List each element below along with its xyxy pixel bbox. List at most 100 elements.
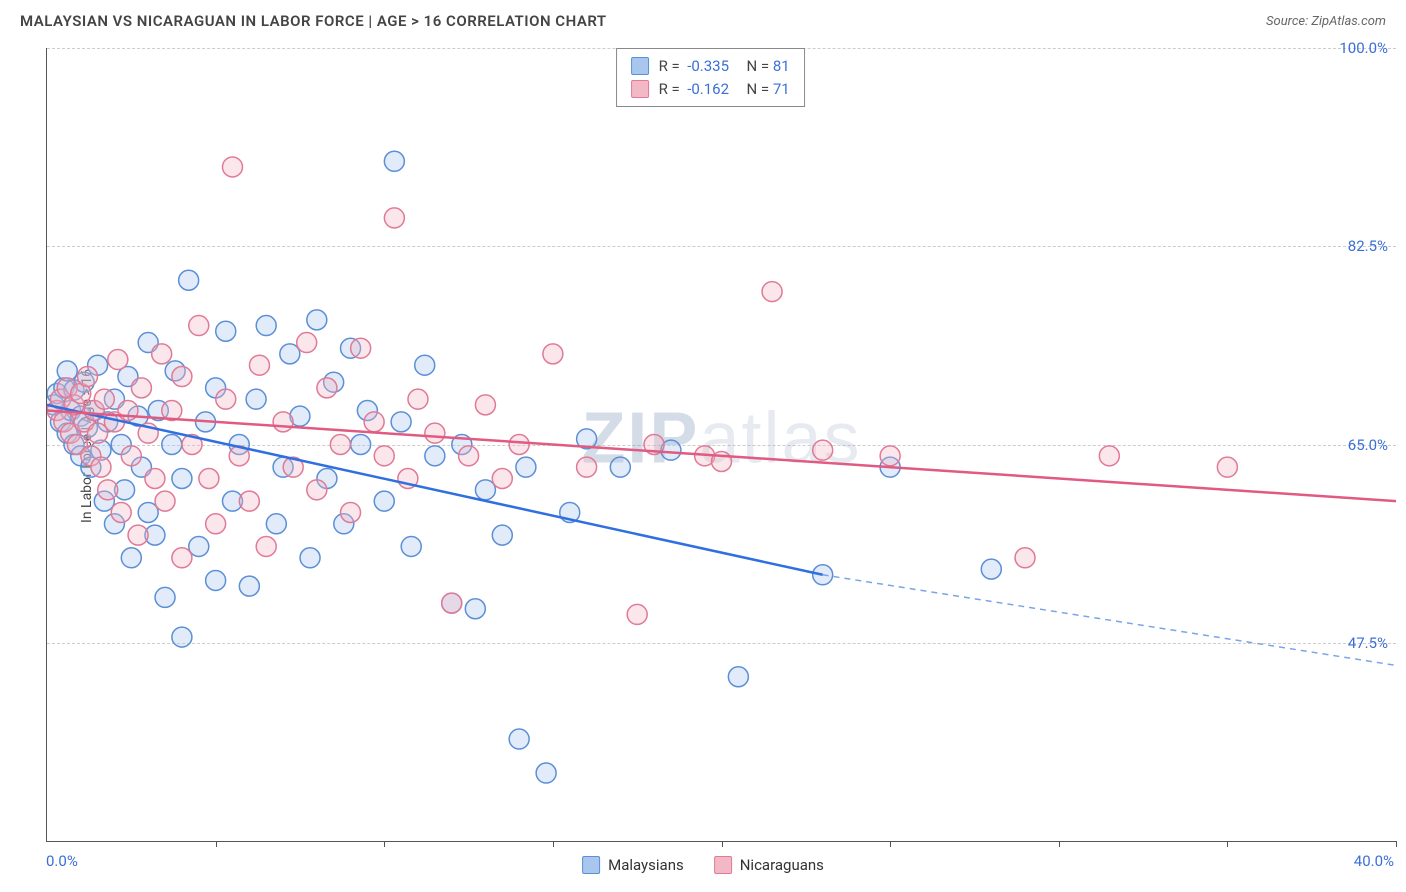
data-point-malaysians: [475, 480, 495, 500]
data-point-nicaraguans: [509, 435, 529, 455]
data-point-nicaraguans: [442, 593, 462, 613]
data-point-nicaraguans: [88, 423, 108, 443]
data-point-nicaraguans: [1015, 548, 1035, 568]
data-point-malaysians: [351, 435, 371, 455]
n-label: N = 81: [739, 55, 790, 78]
data-point-nicaraguans: [273, 412, 293, 432]
chart-title: MALAYSIAN VS NICARAGUAN IN LABOR FORCE |…: [20, 12, 607, 30]
data-point-malaysians: [425, 446, 445, 466]
r-value: -0.335: [687, 57, 729, 75]
x-tick: [1396, 841, 1397, 847]
data-point-nicaraguans: [222, 157, 242, 177]
x-axis-min-label: 0.0%: [46, 852, 78, 870]
n-label: N = 71: [739, 78, 790, 101]
data-point-malaysians: [121, 548, 141, 568]
data-point-nicaraguans: [189, 316, 209, 336]
data-point-nicaraguans: [155, 491, 175, 511]
data-point-nicaraguans: [813, 440, 833, 460]
legend-swatch: [714, 856, 732, 874]
data-point-malaysians: [610, 457, 630, 477]
data-point-nicaraguans: [239, 491, 259, 511]
data-point-malaysians: [280, 344, 300, 364]
x-tick: [890, 841, 891, 847]
plot-svg: [47, 48, 1396, 841]
data-point-malaysians: [384, 151, 404, 171]
chart-header: MALAYSIAN VS NICARAGUAN IN LABOR FORCE |…: [0, 0, 1406, 38]
data-point-nicaraguans: [98, 480, 118, 500]
legend-label: Nicaraguans: [740, 856, 824, 874]
data-point-malaysians: [216, 321, 236, 341]
legend-item: Malaysians: [582, 856, 684, 874]
x-tick: [1059, 841, 1060, 847]
data-point-nicaraguans: [249, 355, 269, 375]
data-point-malaysians: [391, 412, 411, 432]
data-point-nicaraguans: [152, 344, 172, 364]
data-point-malaysians: [374, 491, 394, 511]
data-point-malaysians: [179, 270, 199, 290]
correlation-legend: R = -0.335 N = 81R = -0.162 N = 71: [616, 48, 805, 107]
data-point-malaysians: [516, 457, 536, 477]
r-label: R = -0.335: [659, 55, 729, 78]
data-point-malaysians: [401, 536, 421, 556]
data-point-nicaraguans: [627, 604, 647, 624]
swatch-nicaraguans: [631, 80, 649, 98]
chart-source: Source: ZipAtlas.com: [1266, 14, 1386, 29]
data-point-nicaraguans: [206, 514, 226, 534]
data-point-nicaraguans: [172, 548, 192, 568]
n-value: 81: [773, 57, 790, 75]
x-axis-max-label: 40.0%: [1354, 852, 1394, 870]
data-point-nicaraguans: [351, 338, 371, 358]
data-point-nicaraguans: [131, 378, 151, 398]
data-point-nicaraguans: [364, 412, 384, 432]
swatch-malaysians: [631, 57, 649, 75]
data-point-nicaraguans: [762, 282, 782, 302]
data-point-malaysians: [536, 763, 556, 783]
data-point-nicaraguans: [1099, 446, 1119, 466]
x-tick: [553, 841, 554, 847]
x-tick: [216, 841, 217, 847]
data-point-nicaraguans: [307, 480, 327, 500]
data-point-nicaraguans: [172, 367, 192, 387]
data-point-nicaraguans: [425, 423, 445, 443]
data-point-malaysians: [307, 310, 327, 330]
data-point-malaysians: [246, 389, 266, 409]
data-point-nicaraguans: [94, 389, 114, 409]
data-point-nicaraguans: [121, 446, 141, 466]
data-point-nicaraguans: [199, 468, 219, 488]
data-point-malaysians: [189, 536, 209, 556]
data-point-nicaraguans: [1217, 457, 1237, 477]
data-point-nicaraguans: [108, 350, 128, 370]
x-tick: [722, 841, 723, 847]
data-point-malaysians: [415, 355, 435, 375]
data-point-malaysians: [155, 587, 175, 607]
data-point-malaysians: [239, 576, 259, 596]
legend-swatch: [582, 856, 600, 874]
r-value: -0.162: [687, 80, 729, 98]
data-point-nicaraguans: [459, 446, 479, 466]
trend-line-ext-malaysians: [823, 575, 1396, 666]
data-point-nicaraguans: [384, 208, 404, 228]
data-point-nicaraguans: [317, 378, 337, 398]
data-point-nicaraguans: [111, 502, 131, 522]
data-point-malaysians: [728, 667, 748, 687]
data-point-nicaraguans: [330, 435, 350, 455]
data-point-malaysians: [256, 316, 276, 336]
data-point-malaysians: [509, 729, 529, 749]
data-point-nicaraguans: [577, 457, 597, 477]
data-point-nicaraguans: [374, 446, 394, 466]
data-point-malaysians: [172, 468, 192, 488]
data-point-nicaraguans: [543, 344, 563, 364]
data-point-malaysians: [266, 514, 286, 534]
data-point-nicaraguans: [256, 536, 276, 556]
data-point-nicaraguans: [492, 468, 512, 488]
data-point-nicaraguans: [128, 525, 148, 545]
x-tick: [384, 841, 385, 847]
data-point-malaysians: [300, 548, 320, 568]
data-point-malaysians: [981, 559, 1001, 579]
scatter-chart: ZIPatlas R = -0.335 N = 81R = -0.162 N =…: [46, 48, 1396, 842]
data-point-malaysians: [172, 627, 192, 647]
x-tick: [1227, 841, 1228, 847]
corr-row-nicaraguans: R = -0.162 N = 71: [631, 78, 790, 101]
n-value: 71: [773, 80, 790, 98]
data-point-malaysians: [206, 570, 226, 590]
